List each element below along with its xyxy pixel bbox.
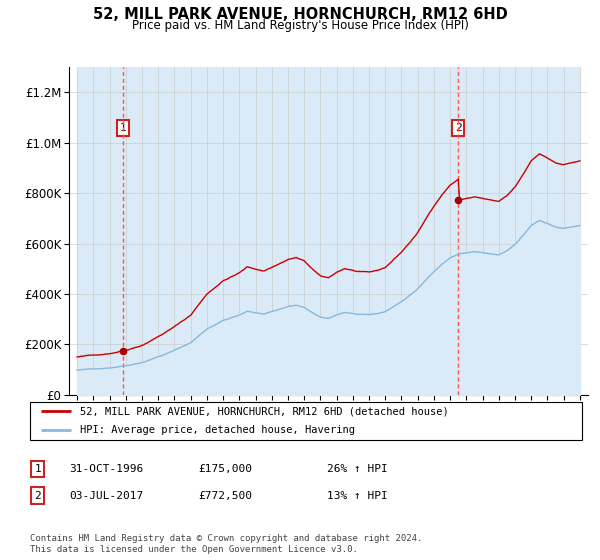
Text: 13% ↑ HPI: 13% ↑ HPI bbox=[327, 491, 388, 501]
Text: 31-OCT-1996: 31-OCT-1996 bbox=[69, 464, 143, 474]
Text: Price paid vs. HM Land Registry's House Price Index (HPI): Price paid vs. HM Land Registry's House … bbox=[131, 19, 469, 32]
Bar bbox=[580, 67, 588, 395]
FancyBboxPatch shape bbox=[30, 402, 582, 440]
Text: 26% ↑ HPI: 26% ↑ HPI bbox=[327, 464, 388, 474]
Text: 2: 2 bbox=[34, 491, 41, 501]
Text: 2: 2 bbox=[455, 123, 461, 133]
Text: 1: 1 bbox=[34, 464, 41, 474]
Text: Contains HM Land Registry data © Crown copyright and database right 2024.
This d: Contains HM Land Registry data © Crown c… bbox=[30, 534, 422, 554]
Bar bbox=[69, 67, 77, 395]
Bar bbox=[77, 67, 580, 395]
Text: 03-JUL-2017: 03-JUL-2017 bbox=[69, 491, 143, 501]
Text: 52, MILL PARK AVENUE, HORNCHURCH, RM12 6HD: 52, MILL PARK AVENUE, HORNCHURCH, RM12 6… bbox=[92, 7, 508, 22]
Text: 52, MILL PARK AVENUE, HORNCHURCH, RM12 6HD (detached house): 52, MILL PARK AVENUE, HORNCHURCH, RM12 6… bbox=[80, 406, 448, 416]
Text: HPI: Average price, detached house, Havering: HPI: Average price, detached house, Have… bbox=[80, 425, 355, 435]
Text: 1: 1 bbox=[119, 123, 127, 133]
Text: £175,000: £175,000 bbox=[198, 464, 252, 474]
Text: £772,500: £772,500 bbox=[198, 491, 252, 501]
